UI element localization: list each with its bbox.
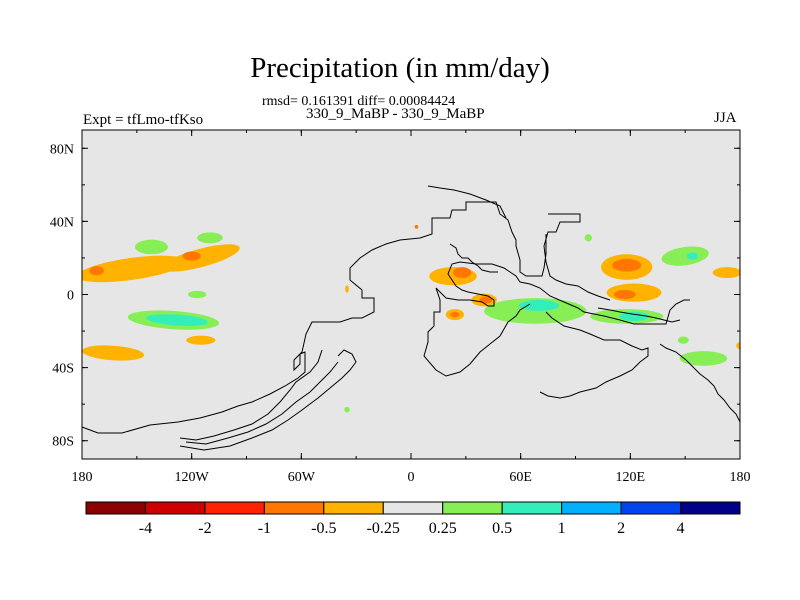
- x-tick-label: 0: [408, 470, 415, 485]
- coastline-patagonia-2: [185, 361, 339, 445]
- anomaly-tiny-green-1: [188, 290, 207, 299]
- coastline-asia: [543, 213, 611, 301]
- coastline-africa-west: [435, 261, 690, 325]
- anomaly-tiny-green-2: [584, 234, 592, 242]
- colorbar-box: [144, 501, 206, 515]
- anomaly-pacific-n-green-2: [197, 232, 223, 244]
- y-tick-label: 80S: [52, 435, 74, 450]
- x-tick-label: 60E: [509, 470, 532, 485]
- colorbar-box: [204, 501, 265, 515]
- anomaly-tiny-orange-1: [345, 285, 349, 293]
- anomaly-westpac-orange: [712, 267, 740, 279]
- colorbar-box: [680, 501, 741, 515]
- colorbar-label: 1: [558, 520, 566, 537]
- coastline-africa-east: [423, 287, 531, 377]
- experiment-label: Expt = tfLmo-tfKso: [83, 112, 204, 128]
- colorbar-box: [442, 501, 503, 515]
- coastline-antarctic-lower: [81, 201, 547, 434]
- colorbar-label: -4: [139, 520, 152, 537]
- anomaly-asia-red: [612, 258, 642, 272]
- x-tick-label: 180: [730, 470, 751, 485]
- colorbar-label: -0.5: [311, 520, 336, 537]
- anomaly-pacific-n-orange-band-2: [161, 244, 240, 272]
- chart-title: Precipitation (in mm/day): [250, 52, 550, 84]
- coastline-seasia: [597, 307, 681, 323]
- coastline-patagonia-3: [179, 349, 357, 451]
- colorbar-box: [382, 501, 444, 515]
- x-tick-label: 60W: [288, 470, 316, 485]
- anomaly-tiny-orange-2: [736, 342, 740, 350]
- case-label: 330_9_MaBP - 330_9_MaBP: [306, 106, 485, 122]
- anomaly-pacific-n-orange-band: [82, 255, 186, 283]
- anomaly-africa-red-2: [479, 296, 493, 304]
- anomaly-africa-red: [453, 267, 472, 279]
- colorbar-label: -2: [198, 520, 211, 537]
- anomaly-subtrop-green: [679, 351, 728, 366]
- anomaly-tiny-green-4: [344, 406, 350, 413]
- coastline-patagonia-1: [179, 349, 323, 441]
- colorbar-box: [620, 501, 682, 515]
- colorbar-label: 2: [617, 520, 625, 537]
- anomaly-pacific-s-orange-2: [186, 335, 216, 345]
- anomaly-africa-red-3: [450, 311, 460, 318]
- colorbar-box: [263, 501, 325, 515]
- anomaly-pacific-n-red-2: [182, 251, 201, 261]
- anomaly-tiny-green-3: [677, 336, 689, 344]
- anomaly-pacific-s-cyan: [146, 314, 209, 326]
- colorbar-box: [501, 501, 563, 515]
- season-label: JJA: [714, 110, 737, 126]
- coastline: [81, 185, 741, 451]
- colorbar-label: 0.25: [429, 520, 457, 537]
- colorbar-box: [85, 501, 146, 515]
- coastline-europe-africa: [427, 185, 507, 219]
- coastline-australia: [539, 311, 649, 399]
- y-tick-label: 40N: [50, 215, 74, 230]
- anomaly-pacific-s-orange: [82, 345, 145, 361]
- colorbar-label: 0.5: [492, 520, 512, 537]
- colorbar-label: 4: [677, 520, 685, 537]
- y-tick-label: 80N: [50, 142, 74, 157]
- x-tick-label: 120W: [175, 470, 210, 485]
- anomaly-maritime-cyan: [619, 311, 649, 322]
- anomaly-pacific-n-red-1: [89, 266, 104, 276]
- colorbar-box: [561, 501, 622, 515]
- anomaly-westpac-green: [661, 246, 709, 266]
- colorbar-label: -0.25: [367, 520, 400, 537]
- anomaly-indian-green: [484, 298, 587, 324]
- coastline-west-africa: [449, 243, 498, 273]
- y-tick-label: 40S: [52, 362, 74, 377]
- anomaly-tiny-red-4: [414, 225, 419, 229]
- anomaly-westpac-cyan: [686, 252, 698, 260]
- colorbar-box: [323, 501, 384, 515]
- anomaly-indian-cyan: [518, 299, 560, 311]
- stats-label: rmsd= 0.161391 diff= 0.00084424: [262, 94, 456, 109]
- anomaly-pacific-n-green-1: [135, 239, 168, 255]
- x-tick-label: 120E: [616, 470, 646, 485]
- coastline-east-pacific: [659, 343, 741, 423]
- x-tick-label: 180: [72, 470, 93, 485]
- colorbar-label: -1: [258, 520, 271, 537]
- y-tick-label: 0: [67, 289, 74, 304]
- anomaly-asia-red-2: [613, 289, 636, 300]
